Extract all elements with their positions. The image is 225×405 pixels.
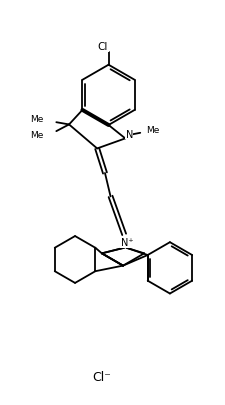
Text: Cl: Cl: [97, 42, 108, 52]
Text: Me: Me: [30, 131, 44, 140]
Text: Cl⁻: Cl⁻: [92, 370, 111, 383]
Text: N⁺: N⁺: [120, 238, 133, 247]
Text: Me: Me: [146, 126, 159, 134]
Text: N: N: [125, 130, 132, 140]
Text: Me: Me: [30, 115, 44, 124]
